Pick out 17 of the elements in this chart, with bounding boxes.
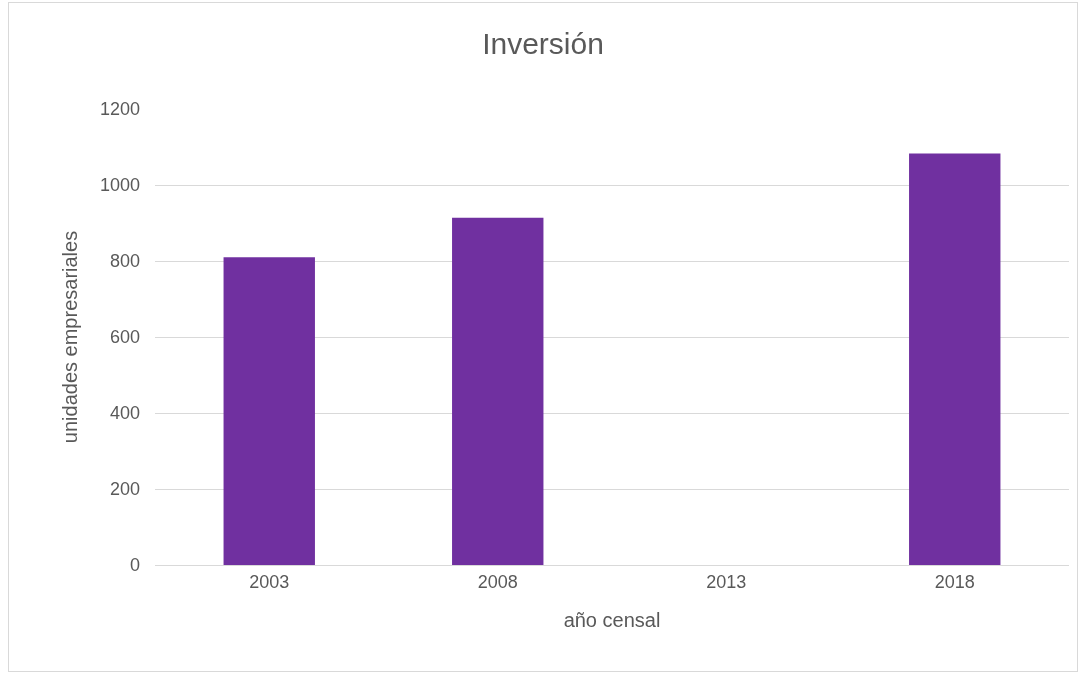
x-axis-title: año censal (563, 609, 661, 632)
chart-title: Inversión (482, 27, 604, 61)
x-tick-label: 2018 (934, 571, 975, 592)
bar (452, 217, 544, 565)
y-axis-title: unidades empresariales (59, 230, 82, 444)
y-tick-label: 1200 (99, 99, 140, 120)
y-tick-label: 800 (109, 251, 140, 272)
bar (909, 153, 1001, 565)
x-tick-label: 2008 (477, 571, 518, 592)
y-tick-label: 200 (109, 479, 140, 500)
x-tick-label: 2013 (706, 571, 747, 592)
y-tick-label: 400 (109, 403, 140, 424)
y-tick-label: 600 (109, 327, 140, 348)
y-tick-label: 0 (129, 555, 140, 576)
x-tick-label: 2003 (249, 571, 290, 592)
y-tick-label: 1000 (99, 175, 140, 196)
bar (223, 257, 315, 565)
